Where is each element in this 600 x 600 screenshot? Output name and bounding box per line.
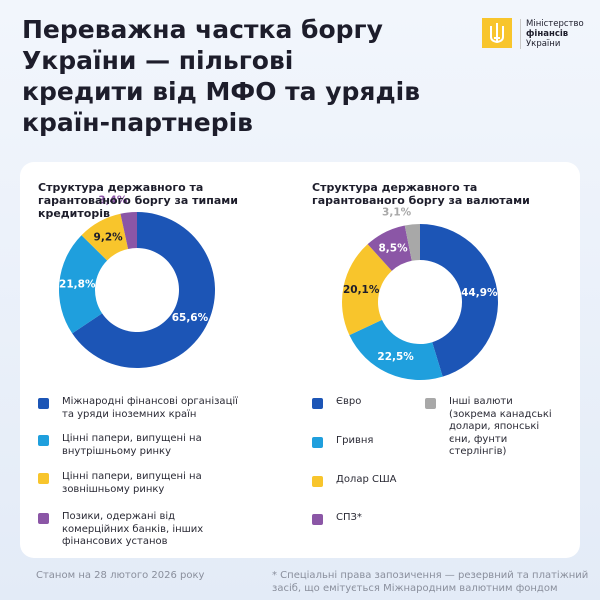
logo-line: фінансів [526, 29, 569, 39]
footer-date: Станом на 28 лютого 2026 року [36, 570, 205, 581]
value-label: 44,9% [461, 287, 498, 299]
legend-swatch [312, 514, 323, 525]
footer-note: * Спеціальні права запозичення — резервн… [272, 570, 589, 594]
legend-text: Інші валюти (зокрема канадські долари, я… [449, 396, 552, 457]
slice [81, 213, 129, 261]
logo-line: Міністерство [526, 19, 584, 29]
value-label: 21,8% [59, 278, 96, 290]
slice [404, 224, 420, 261]
slice [367, 225, 412, 271]
legend-swatch [38, 513, 49, 524]
page-title: Переважна частка боргу України — пільгов… [22, 15, 421, 137]
logo-icon [482, 18, 512, 48]
value-label: 3,1% [382, 206, 412, 218]
legend-text: СПЗ* [336, 512, 362, 523]
legend-swatch [425, 398, 436, 409]
value-label: 65,6% [172, 312, 209, 324]
legend-text: Євро [336, 396, 362, 407]
value-label: 20,1% [343, 284, 380, 296]
legend-swatch [38, 435, 49, 446]
legend-text: Долар США [336, 474, 397, 485]
logo: Міністерство фінансів України [482, 18, 594, 54]
legend-swatch [38, 398, 49, 409]
legend-text: Гривня [336, 435, 374, 446]
legend-swatch [38, 473, 49, 484]
value-label: 3,4% [98, 195, 128, 207]
logo-line: України [526, 39, 561, 49]
legend-text: Міжнародні фінансові організації та уряд… [62, 396, 238, 420]
legend-text: Цінні папери, випущені на внутрішньому р… [62, 433, 202, 457]
legend-swatch [312, 437, 323, 448]
logo-text: Міністерство фінансів України [520, 19, 584, 49]
slice [58, 235, 108, 334]
chart-title: Структура державного та гарантованого бо… [38, 181, 238, 220]
legend-text: Цінні папери, випущені на зовнішньому ри… [62, 471, 202, 495]
slice [342, 244, 392, 336]
slice [349, 319, 443, 380]
value-label: 9,2% [94, 231, 124, 243]
slice [72, 212, 215, 368]
slice [420, 224, 499, 377]
legend-swatch [312, 476, 323, 487]
slice [120, 212, 137, 249]
value-label: 8,5% [378, 242, 408, 254]
legend-swatch [312, 398, 323, 409]
value-label: 22,5% [377, 351, 414, 363]
legend-text: Позики, одержані від комерційних банків,… [62, 511, 204, 547]
chart-title: Структура державного та гарантованого бо… [312, 181, 530, 207]
